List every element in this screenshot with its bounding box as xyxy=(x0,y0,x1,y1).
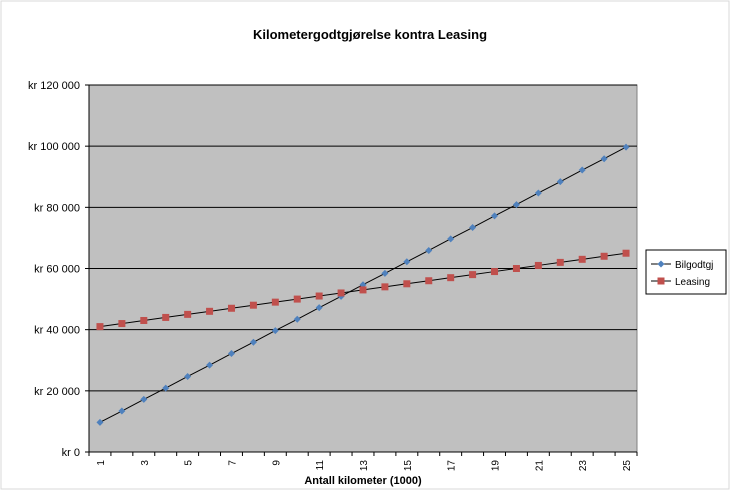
x-tick-label: 25 xyxy=(622,460,633,472)
x-tick-label: 11 xyxy=(315,460,326,471)
data-point-leasing xyxy=(271,298,279,306)
data-point-leasing xyxy=(293,295,301,303)
data-point-leasing xyxy=(578,255,586,263)
y-tick-label: kr 40 000 xyxy=(34,325,80,337)
data-point-leasing xyxy=(337,289,345,297)
legend-label-leasing: Leasing xyxy=(675,277,710,288)
x-tick-label: 19 xyxy=(491,460,502,472)
data-point-leasing xyxy=(381,283,389,291)
y-tick-label: kr 60 000 xyxy=(34,264,80,276)
x-tick-label: 7 xyxy=(227,460,238,466)
legend-marker xyxy=(657,260,665,268)
data-point-leasing xyxy=(227,304,235,312)
data-point-leasing xyxy=(447,274,455,282)
x-tick-label: 1 xyxy=(96,460,107,466)
data-point-leasing xyxy=(206,307,214,315)
data-point-bilgodtgj xyxy=(512,201,520,209)
data-point-bilgodtgj xyxy=(162,384,170,392)
data-point-leasing xyxy=(622,249,630,257)
chart-title: Kilometergodtgjørelse kontra Leasing xyxy=(253,27,487,42)
data-point-leasing xyxy=(469,271,477,279)
x-axis-ticks: 1 3 5 7 9 11 13 15 17 19 21 23 25 xyxy=(88,452,638,472)
data-point-bilgodtgj xyxy=(271,327,279,335)
x-tick-label: 23 xyxy=(578,460,589,472)
data-point-leasing xyxy=(118,320,126,328)
x-tick-label: 17 xyxy=(447,460,458,472)
data-point-leasing xyxy=(491,268,499,276)
data-point-bilgodtgj xyxy=(293,315,301,323)
y-tick-label: kr 120 000 xyxy=(28,80,80,92)
x-axis-label: Antall kilometer (1000) xyxy=(304,475,422,487)
data-point-bilgodtgj xyxy=(600,155,608,163)
data-point-bilgodtgj xyxy=(469,224,477,232)
legend-box xyxy=(645,249,727,295)
data-point-bilgodtgj xyxy=(381,269,389,277)
x-tick-label: 3 xyxy=(140,460,151,466)
data-point-bilgodtgj xyxy=(118,407,126,415)
data-point-leasing xyxy=(249,301,257,309)
data-point-leasing xyxy=(162,313,170,321)
data-point-bilgodtgj xyxy=(578,166,586,174)
data-point-leasing xyxy=(512,265,520,272)
data-point-bilgodtgj xyxy=(140,395,148,403)
legend: Bilgodtgj Leasing xyxy=(645,249,727,295)
series-layer xyxy=(96,143,630,426)
data-point-bilgodtgj xyxy=(184,372,192,380)
legend-marker xyxy=(657,277,665,285)
data-point-leasing xyxy=(534,261,542,269)
data-point-bilgodtgj xyxy=(249,338,257,346)
data-point-bilgodtgj xyxy=(491,212,499,220)
x-tick-label: 15 xyxy=(403,460,414,472)
data-point-leasing xyxy=(184,310,192,318)
y-tick-label: kr 80 000 xyxy=(34,202,80,214)
data-point-bilgodtgj xyxy=(96,418,104,426)
data-point-leasing xyxy=(556,258,564,266)
data-point-leasing xyxy=(600,252,608,260)
data-point-leasing xyxy=(315,292,323,300)
x-tick-label: 9 xyxy=(271,460,282,466)
data-point-bilgodtgj xyxy=(447,235,455,243)
data-point-bilgodtgj xyxy=(425,246,433,254)
data-point-bilgodtgj xyxy=(227,350,235,358)
data-point-leasing xyxy=(403,280,411,288)
x-tick-label: 13 xyxy=(359,460,370,472)
x-tick-label: 21 xyxy=(534,460,545,472)
data-point-bilgodtgj xyxy=(315,304,323,312)
data-point-bilgodtgj xyxy=(534,189,542,197)
y-tick-label: kr 20 000 xyxy=(34,386,80,398)
data-point-bilgodtgj xyxy=(206,361,214,369)
data-point-leasing xyxy=(359,286,367,294)
data-point-bilgodtgj xyxy=(622,143,630,151)
legend-label-bilgodtgj: Bilgodtgj xyxy=(675,260,713,271)
grid-lines xyxy=(89,84,637,392)
data-point-leasing xyxy=(140,316,148,324)
y-tick-label: kr 100 000 xyxy=(28,141,80,153)
data-point-leasing xyxy=(96,323,104,331)
data-point-bilgodtgj xyxy=(556,178,564,186)
y-tick-label: kr 0 xyxy=(62,447,80,459)
y-axis-ticks: kr 0 kr 20 000 kr 40 000 kr 60 000 kr 80 000… xyxy=(28,80,89,459)
data-point-leasing xyxy=(425,277,433,285)
data-point-bilgodtgj xyxy=(403,258,411,266)
x-tick-label: 5 xyxy=(184,460,195,466)
